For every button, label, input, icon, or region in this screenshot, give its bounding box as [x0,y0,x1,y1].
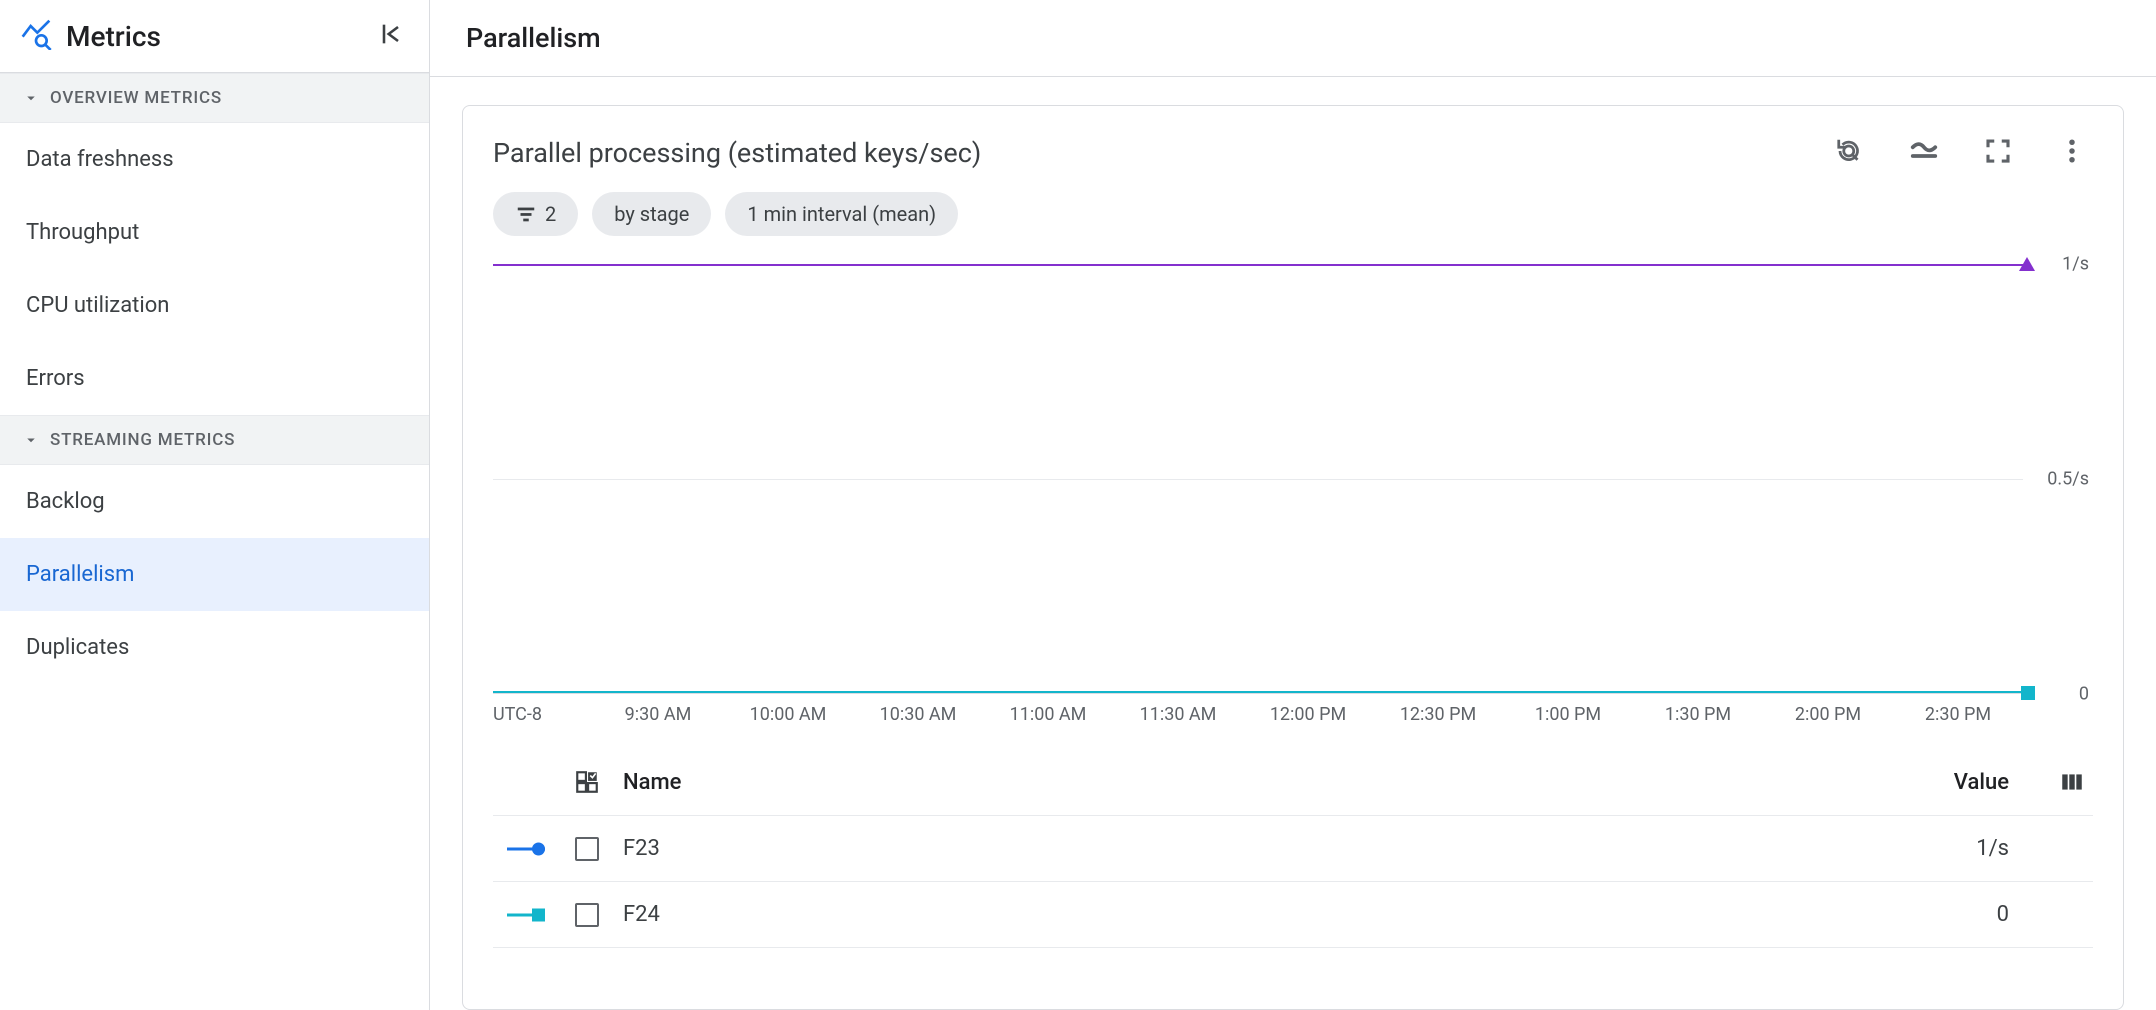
legend-name: F24 [623,902,1853,927]
more-options-button[interactable] [2057,136,2087,170]
timezone-label: UTC-8 [493,704,593,725]
legend-swatch [501,843,551,855]
card-toolbar [1835,136,2093,170]
series-marker-f23 [2019,257,2035,271]
series-line-f23 [493,264,2023,266]
legend-checkbox[interactable] [567,903,607,927]
legend-table: Name Value [493,749,2093,948]
x-tick: 2:30 PM [1893,704,2023,725]
x-tick: 9:30 AM [593,704,723,725]
app-root: Metrics OVERVIEW METRICS Data freshness … [0,0,2156,1010]
legend-header: Name Value [493,749,2093,816]
nav-item-cpu-utilization[interactable]: CPU utilization [0,269,429,342]
content-area: Parallel processing (estimated keys/sec) [430,77,2156,1010]
main-panel: Parallelism Parallel processing (estimat… [430,0,2156,1010]
legend-swatch [501,909,551,921]
select-all-button[interactable] [567,769,607,795]
section-header-streaming[interactable]: STREAMING METRICS [0,415,429,465]
card-title: Parallel processing (estimated keys/sec) [493,137,981,169]
nav-item-throughput[interactable]: Throughput [0,196,429,269]
x-tick: 1:00 PM [1503,704,1633,725]
x-tick: 11:30 AM [1113,704,1243,725]
fullscreen-button[interactable] [1983,136,2013,170]
y-tick-1: 1/s [2062,254,2093,275]
chart-plot [493,264,2023,694]
y-tick-05: 0.5/s [2047,469,2093,490]
reset-zoom-button[interactable] [1835,136,1865,170]
y-tick-0: 0 [2079,684,2093,705]
metrics-icon [20,18,52,54]
section-label: STREAMING METRICS [50,430,235,450]
section-header-overview[interactable]: OVERVIEW METRICS [0,73,429,123]
x-tick: 11:00 AM [983,704,1113,725]
x-tick: 10:00 AM [723,704,853,725]
card-header: Parallel processing (estimated keys/sec) [493,136,2093,170]
series-marker-f24 [2021,686,2035,700]
nav-item-errors[interactable]: Errors [0,342,429,415]
col-header-value[interactable]: Value [1869,770,2009,795]
legend-name: F23 [623,836,1853,861]
chart-area[interactable]: 1/s 0.5/s 0 [493,264,2093,694]
nav-item-duplicates[interactable]: Duplicates [0,611,429,684]
filter-chip[interactable]: 2 [493,192,578,236]
section-label: OVERVIEW METRICS [50,88,222,108]
sidebar-title: Metrics [66,20,161,53]
sidebar-header: Metrics [0,0,429,73]
column-picker-button[interactable] [2025,769,2085,795]
select-all-icon [574,769,600,795]
sidebar-header-left: Metrics [20,18,161,54]
columns-icon [2059,769,2085,795]
chevron-down-icon [22,431,40,449]
legend-row-f23[interactable]: F23 1/s [493,816,2093,882]
nav-item-data-freshness[interactable]: Data freshness [0,123,429,196]
group-by-chip[interactable]: by stage [592,192,711,236]
x-tick: 12:30 PM [1373,704,1503,725]
series-line-f24 [493,691,2023,693]
interval-chip[interactable]: 1 min interval (mean) [725,192,958,236]
x-tick: 2:00 PM [1763,704,1893,725]
legend-checkbox[interactable] [567,837,607,861]
chip-row: 2 by stage 1 min interval (mean) [493,192,2093,236]
legend-value: 1/s [1869,836,2009,861]
nav-item-backlog[interactable]: Backlog [0,465,429,538]
metrics-sidebar: Metrics OVERVIEW METRICS Data freshness … [0,0,430,1010]
filter-count: 2 [545,202,556,226]
chart-card: Parallel processing (estimated keys/sec) [462,105,2124,1010]
x-axis: UTC-8 9:30 AM 10:00 AM 10:30 AM 11:00 AM… [493,704,2093,725]
collapse-sidebar-button[interactable] [377,20,405,52]
legend-value: 0 [1869,902,2009,927]
nav-item-parallelism[interactable]: Parallelism [0,538,429,611]
gridline-mid [493,479,2023,480]
legend-row-f24[interactable]: F24 0 [493,882,2093,948]
col-header-name[interactable]: Name [623,770,1853,795]
chevron-down-icon [22,89,40,107]
x-tick: 10:30 AM [853,704,983,725]
toggle-legend-button[interactable] [1909,136,1939,170]
page-title: Parallelism [430,0,2156,77]
x-tick: 1:30 PM [1633,704,1763,725]
x-tick: 12:00 PM [1243,704,1373,725]
filter-icon [515,203,537,225]
